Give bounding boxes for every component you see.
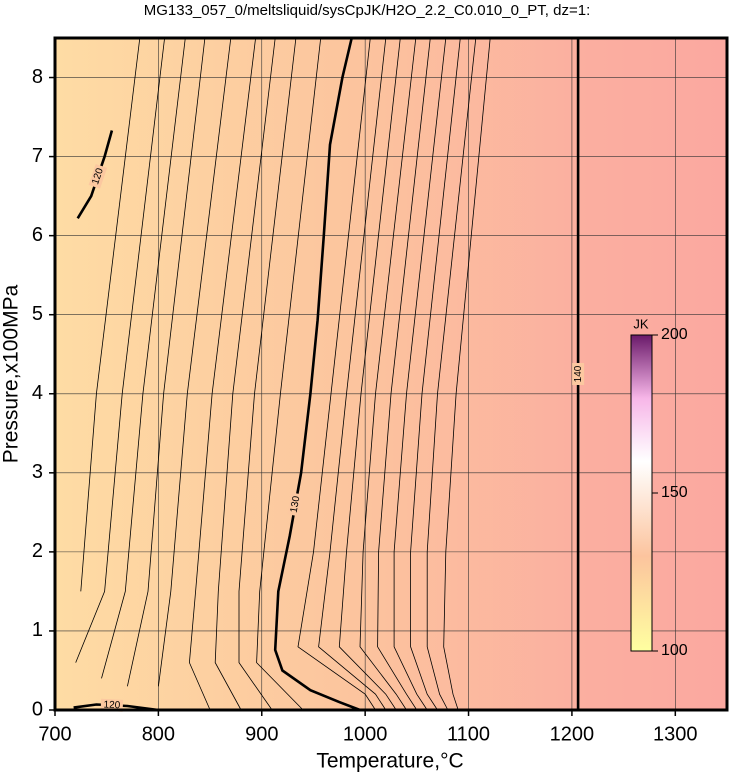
x-tick-label: 1300 (653, 723, 698, 745)
contour-label-bg (572, 363, 585, 385)
y-tick-label: 2 (32, 540, 43, 562)
colorbar-tick-label: 150 (661, 484, 688, 501)
x-tick-label: 1100 (447, 723, 490, 745)
y-tick-label: 3 (32, 461, 43, 483)
contour-label: 130 (289, 495, 303, 514)
contour-label: 120 (103, 699, 121, 711)
contour-line (256, 37, 322, 711)
plot-background (55, 38, 727, 710)
x-tick-label: 900 (245, 723, 278, 745)
plot-area: 120 120 130 140 (54, 37, 727, 712)
contour-line (214, 37, 276, 711)
colorbar-tick-label: 100 (661, 642, 688, 659)
contour-line (359, 37, 417, 711)
contour-line (80, 37, 141, 592)
x-tick-label: 800 (142, 723, 175, 745)
y-tick-label: 1 (32, 619, 43, 641)
y-axis-label: Pressure,x100MPa (0, 284, 23, 463)
y-tick-label: 8 (32, 66, 43, 88)
contour-line (75, 37, 165, 663)
contour-line (158, 37, 232, 687)
contour-line (101, 37, 186, 679)
colorbar-label: JK (633, 316, 649, 331)
contour-line (443, 37, 491, 711)
x-axis-label: Temperature,°C (316, 750, 463, 773)
contour-label-bg (88, 164, 108, 189)
colorbar (630, 334, 653, 652)
contour-label: 140 (573, 365, 584, 382)
x-tick-label: 1000 (343, 723, 388, 745)
x-tick-label: 1200 (550, 723, 595, 745)
y-tick-label: 7 (32, 145, 43, 167)
contour-line (238, 37, 297, 711)
plot-frame (53, 36, 729, 712)
contour-line (297, 37, 376, 711)
contour-line (377, 37, 431, 711)
y-tick-label: 5 (32, 303, 43, 325)
colorbar-tick-label: 200 (661, 326, 688, 343)
contour-line (393, 37, 447, 711)
contour-label: 120 (90, 166, 106, 186)
chart-title: MG133_057_0/meltsliquid/sysCpJK/H2O_2.2_… (144, 2, 591, 19)
contour-line (338, 37, 401, 711)
contour-line (188, 37, 256, 711)
x-tick-label: 700 (38, 723, 71, 745)
y-tick-label: 6 (32, 224, 43, 246)
contour-line (410, 37, 461, 711)
contour-line (127, 37, 206, 687)
y-tick-label: 0 (32, 698, 43, 720)
y-tick-label: 4 (32, 382, 43, 404)
contour-line (318, 37, 387, 711)
contour-line (426, 37, 477, 711)
contour-label-bg (287, 492, 304, 517)
